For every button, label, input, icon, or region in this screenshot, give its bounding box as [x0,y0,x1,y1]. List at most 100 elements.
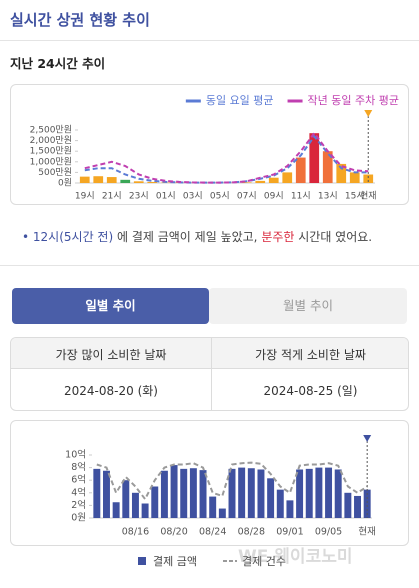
bar [305,468,313,518]
bar [228,468,236,518]
y-tick-label: 2,500만원 [30,125,72,136]
y-tick-label: 1,000만원 [30,156,72,167]
bar [334,469,342,518]
bar [147,181,158,183]
bar [199,470,207,518]
current-marker [363,435,372,442]
summary-header-cell: 가장 적게 소비한 날짜 [255,348,366,362]
page-title: 실시간 상권 현황 추이 [10,11,150,29]
legend-swatch [138,557,146,565]
bullet: • [22,230,30,244]
y-tick-label: 8억 [71,461,86,473]
tab-active[interactable]: 일별 추이 [12,288,209,324]
y-tick-label: 2억 [71,499,86,511]
divider [211,338,212,410]
bar [93,176,104,183]
x-tick-label: 09시 [264,191,284,202]
insight: • 12시(5시간 전) 에 결제 금액이 제일 높았고, 분주한 시간대 였어… [22,228,372,245]
bar [151,486,159,518]
x-tick-label: 11시 [291,191,311,202]
legend-label: 동일 요일 평균 [206,93,274,107]
bar [209,496,217,518]
bar [170,465,178,518]
bar [322,151,333,183]
bar [286,500,294,518]
bar [349,172,360,183]
x-tick-label: 13시 [318,191,338,202]
x-tick-label: 09/01 [276,527,303,538]
bar [344,492,352,518]
x-tick-label: 07시 [237,191,257,202]
bar [282,172,293,183]
y-tick-label: 0원 [71,513,86,524]
x-tick-label: 현재 [360,191,377,202]
bar [189,468,197,518]
bar [255,180,266,183]
y-tick-label: 4억 [71,486,86,498]
y-tick-label: 500만원 [38,167,72,178]
summary-value: 2024-08-20 (화) [64,384,158,398]
line [96,461,368,501]
legend-label: 결제 건수 [242,555,286,568]
chart-card [10,84,409,205]
x-tick-label: 현재 [358,527,375,538]
bar [336,163,347,183]
bar [131,492,139,518]
tab[interactable]: 월별 추이 [209,288,407,324]
summary-header-cell: 가장 많이 소비한 날짜 [55,348,167,362]
insight-text: 시간대 였어요. [294,230,373,244]
bar [120,179,131,183]
bar [247,468,255,518]
x-tick-label: 01시 [156,191,176,202]
bar [106,177,117,183]
bar [267,478,275,518]
current-marker [364,110,373,117]
legend-label: 결제 금액 [153,555,197,568]
bar [296,469,304,518]
bar [241,182,252,183]
bar [276,489,284,518]
x-tick-label: 19시 [75,191,95,202]
separator [0,265,419,266]
bar [93,468,101,518]
y-tick-label: 2,000만원 [30,135,72,146]
watermark: WE 웨이코노미 [238,547,353,567]
insight-text: 에 결제 금액이 제일 높았고, [113,230,262,244]
x-tick-label: 05시 [210,191,230,202]
bar [133,181,144,183]
x-tick-label: 21시 [102,191,122,202]
x-tick-label: 03시 [183,191,203,202]
bar [363,174,374,183]
bar [295,157,306,183]
bar [218,508,226,518]
bar [122,480,130,518]
bar [268,177,279,183]
y-tick-label: 10억 [65,449,86,461]
x-tick-label: 15시 [345,191,365,202]
bar [257,469,265,518]
x-tick-label: 08/20 [160,527,187,538]
bar [141,503,149,518]
section-title: 지난 24시간 추이 [10,56,106,71]
y-tick-label: 1,500만원 [30,146,72,157]
bar [238,467,246,518]
summary-header [11,338,408,369]
line [84,131,369,184]
bar [325,467,333,518]
x-tick-label: 08/16 [122,527,149,538]
x-tick-label: 08/24 [199,527,226,538]
bar [180,468,188,518]
chart-card [10,420,409,546]
bar [79,176,90,183]
x-tick-label: 09/05 [315,527,342,538]
y-tick-label: 6억 [71,474,86,486]
legend-label: 작년 동일 주차 평균 [308,93,399,107]
bar [160,470,168,518]
bar [309,133,320,183]
y-tick-label: 0원 [58,178,72,189]
summary-table: 가장 많이 소비한 날짜 가장 적게 소비한 날짜 2024-08-20 (화)… [10,337,409,411]
bar [315,467,323,518]
summary-value: 2024-08-25 (일) [263,384,358,398]
